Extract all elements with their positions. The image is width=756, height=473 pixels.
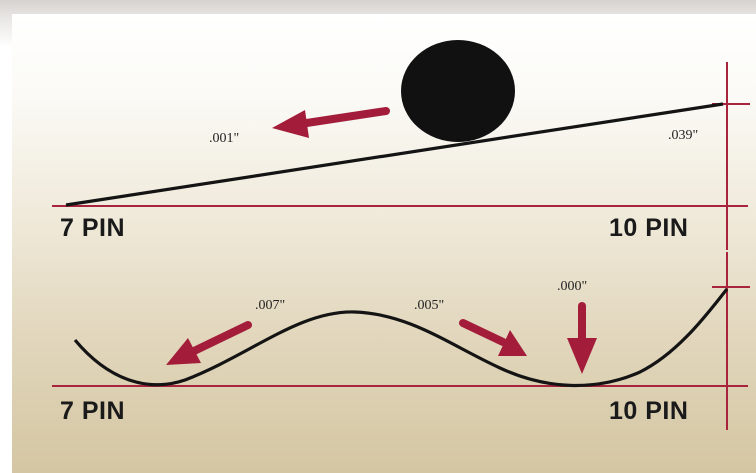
bottom-left-pin-label: 7 PIN (60, 397, 126, 425)
downhill-arrow-right (459, 319, 527, 356)
bottom-measurement-3: .000" (557, 279, 588, 294)
bottom-right-pin-label: 10 PIN (609, 397, 689, 425)
bottom-measurement-2: .005" (414, 298, 445, 313)
lane-surface-curve (73, 287, 729, 388)
bowling-ball (401, 40, 515, 142)
incline-line (65, 102, 724, 207)
top-right-pin-label: 10 PIN (609, 214, 689, 242)
roll-direction-arrow (272, 107, 390, 138)
top-measurement-right: .039" (668, 128, 699, 143)
top-measurement-left: .001" (209, 131, 240, 146)
low-point-arrow (567, 302, 597, 374)
top-left-pin-label: 7 PIN (60, 214, 126, 242)
bottom-measurement-1: .007" (255, 298, 286, 313)
top-diagram (52, 40, 750, 250)
diagram-panel (12, 14, 756, 473)
bottom-diagram (52, 252, 750, 430)
downhill-arrow-left (166, 321, 252, 365)
